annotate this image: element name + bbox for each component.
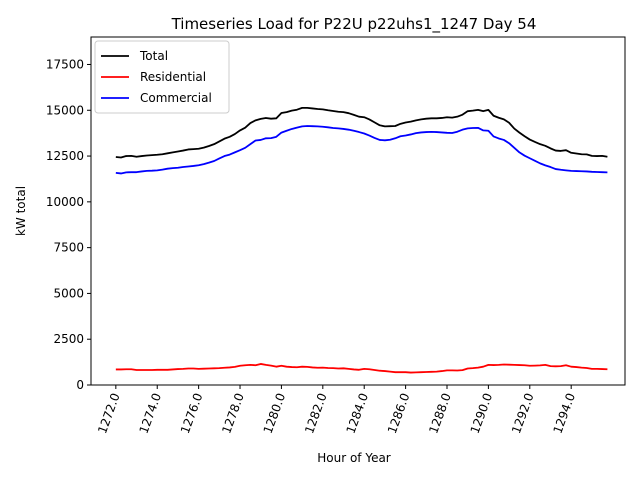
legend-box [94,40,230,114]
plot-frame [90,36,626,386]
x-axis-label: Hour of Year [317,451,391,465]
y-tick-label: 17500 [46,57,84,71]
y-tick-label: 5000 [53,286,84,300]
legend-label-residential: Residential [140,70,206,84]
series-line-commercial [115,125,608,175]
chart-title: Timeseries Load for P22U p22uhs1_1247 Da… [171,15,537,34]
legend: Total Residential Commercial [94,40,230,114]
y-tick-label: 15000 [46,103,84,117]
series-lines [115,106,608,374]
y-axis-label: kW total [14,186,28,236]
y-tick-label: 2500 [53,332,84,346]
series-line-residential [115,363,608,374]
y-tick-label: 10000 [46,195,84,209]
y-axis-ticks: 0 2500 5000 7500 10000 12500 15000 17500 [46,57,91,392]
series-line-total [115,106,608,159]
legend-label-commercial: Commercial [140,91,212,105]
y-tick-label: 12500 [46,149,84,163]
y-tick-label: 7500 [53,241,84,255]
y-tick-label: 0 [76,378,84,392]
legend-label-total: Total [139,49,168,63]
